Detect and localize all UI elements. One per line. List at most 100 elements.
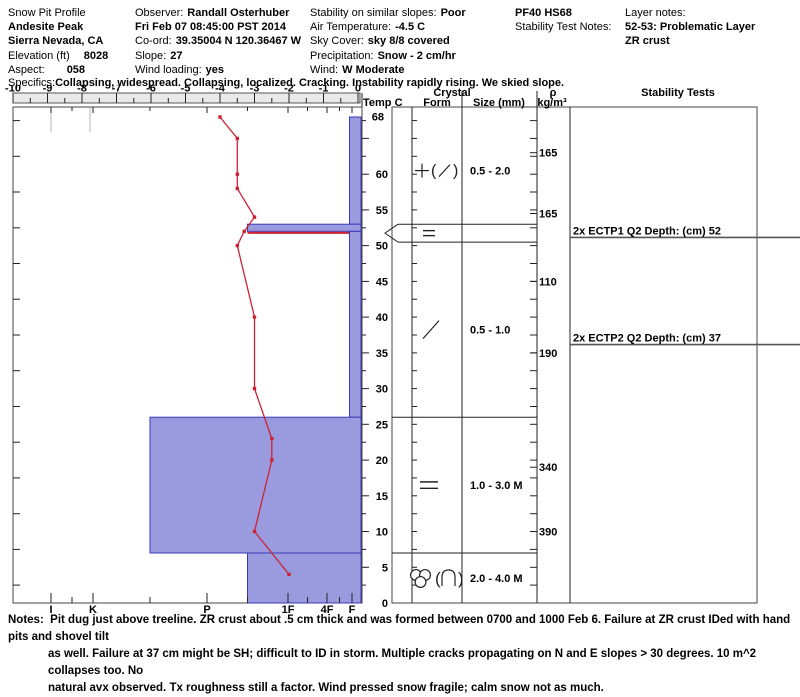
form-header: Form	[423, 97, 451, 109]
hardness-tick-label: F	[349, 604, 356, 615]
crystal-symbol-needle-icon	[422, 320, 440, 340]
temperature-point	[252, 529, 257, 534]
snow-pit-report: Snow Pit Profile Andesite Peak Sierra Ne…	[5, 6, 800, 694]
stability-slopes-value: Poor	[440, 7, 466, 19]
air-temp-value: -4.5 C	[395, 21, 426, 34]
stability-tests-header: Stability Tests	[641, 87, 715, 99]
coord-label: Co-ord:	[135, 35, 172, 48]
temp-tick-label: -1	[319, 85, 329, 95]
svg-text:): )	[453, 163, 458, 180]
svg-text:): )	[458, 569, 464, 588]
layer-note-problematic: 52-53: Problematic Layer	[625, 21, 756, 34]
temp-tick-label: -8	[77, 85, 87, 95]
site-info-column: Snow Pit Profile Andesite Peak Sierra Ne…	[8, 6, 108, 77]
temp-tick-label: -6	[146, 85, 156, 95]
temperature-point	[235, 243, 239, 248]
size-header: Size (mm)	[473, 97, 525, 109]
wind-value: W Moderate	[342, 63, 405, 76]
temp-tick-label: 0	[355, 85, 361, 95]
specifics-label: Specifics:	[8, 77, 56, 89]
wind-label: Wind:	[310, 63, 339, 76]
density-value: 340	[539, 462, 557, 474]
density-value: 190	[539, 348, 557, 360]
depth-tick-label: 55	[376, 205, 388, 217]
stability-test-notes-label: Stability Test Notes:	[515, 21, 612, 34]
temp-tick-label: -2	[284, 85, 294, 95]
depth-tick-label: 5	[382, 562, 388, 574]
temp-tick-label: -10	[5, 85, 21, 95]
density-value: 165	[539, 209, 557, 221]
temp-tick-label: -4	[215, 85, 226, 95]
stability-test-result: 2x ECTP2 Q2 Depth: (cm) 37	[573, 333, 721, 345]
coord-value: 39.35004 N 120.36467 W	[175, 35, 302, 48]
stability-tests-column: 2x ECTP1 Q2 Depth: (cm) 52 2x ECTP2 Q2 De…	[570, 225, 800, 346]
specifics-value: Collapsing, widespread. Collapsing, loca…	[55, 77, 565, 89]
notes-line-3: natural avx observed. Tx roughness still…	[48, 682, 604, 694]
layer-notes-column: Layer notes: 52-53: Problematic Layer ZR…	[625, 6, 755, 49]
crystal-symbol-plus-slash-icon: ( )	[415, 163, 458, 180]
hardness-tick-label: 1F	[282, 604, 295, 615]
depth-tick-label: 35	[376, 348, 388, 360]
notes-line-2: as well. Failure at 37 cm might be SH; d…	[48, 648, 757, 677]
report-title: Snow Pit Profile	[8, 7, 86, 19]
aspect-value: 058	[66, 63, 86, 76]
table-headers: Crystal Form Size (mm) ρ kg/m³ Stability…	[423, 87, 715, 109]
sky-cover-label: Sky Cover:	[310, 35, 364, 48]
temperature-point	[270, 436, 274, 441]
precip-label: Precipitation:	[310, 49, 374, 62]
notes-label: Notes:	[8, 614, 44, 626]
pit-codes-column: PF40 HS68 Stability Test Notes:	[515, 6, 611, 34]
precip-value: Snow - 2 cm/hr	[377, 49, 456, 62]
notes-line-1: Pit dug just above treeline. ZR crust ab…	[8, 614, 791, 643]
temperature-point	[252, 315, 257, 319]
temp-tick-label: -9	[43, 85, 53, 95]
temperature-point	[252, 386, 257, 391]
temp-tick-label: -7	[112, 85, 122, 95]
region: Sierra Nevada, CA	[8, 35, 104, 48]
stability-test-result: 2x ECTP1 Q2 Depth: (cm) 52	[573, 225, 721, 237]
hardness-tick-label: I	[49, 604, 52, 615]
temp-tick-label: -5	[181, 85, 191, 95]
density-value: 165	[539, 148, 557, 160]
hardness-axis-labels: I K P 1F 4F F	[49, 604, 355, 615]
density-header: ρ	[550, 87, 557, 99]
elevation-value: 8028	[83, 49, 109, 62]
grain-size-value: 0.5 - 2.0	[470, 166, 510, 178]
depth-tick-label: 10	[376, 527, 388, 539]
hardness-bar	[349, 116, 362, 225]
notes-section: Notes: Pit dug just above treeline. ZR c…	[8, 612, 796, 697]
observation-info-column: Observer: Randall Osterhuber Fri Feb 07 0…	[135, 6, 301, 77]
temperature-point	[235, 172, 239, 176]
depth-tick-label: 15	[376, 491, 388, 503]
hardness-tick-label: P	[203, 604, 210, 615]
hardness-bar	[247, 223, 362, 232]
elevation-label: Elevation (ft)	[8, 49, 70, 62]
layer-flag-arrow-icon	[384, 223, 399, 243]
hardness-tick-label: K	[89, 604, 97, 615]
observation-datetime: Fri Feb 07 08:45:00 PST 2014	[135, 21, 287, 34]
temperature-point	[242, 229, 246, 234]
wind-loading-value: yes	[205, 63, 225, 76]
aspect-label: Aspect:	[8, 63, 45, 76]
weather-info-column: Stability on similar slopes: Poor Air Tem…	[310, 6, 466, 77]
density-value: 110	[539, 276, 557, 288]
temp-axis-title: Temp C	[363, 97, 403, 109]
slope-value: 27	[170, 49, 183, 62]
grain-size-value: 2.0 - 4.0 M	[470, 573, 523, 585]
problematic-layer-marker	[384, 223, 537, 243]
layer-notes-label: Layer notes:	[625, 7, 686, 19]
hardness-bar	[247, 552, 362, 604]
density-value: 390	[539, 527, 557, 539]
svg-text:(: (	[435, 569, 441, 588]
depth-tick-label: 68	[372, 112, 384, 124]
density-column: 165 165 110 190 340 390	[530, 148, 557, 539]
temperature-point	[218, 115, 222, 119]
grain-size-value: 0.5 - 1.0	[470, 325, 510, 337]
crystal-symbol-crust-icon	[423, 229, 435, 237]
stability-slopes-label: Stability on similar slopes:	[310, 7, 437, 19]
svg-text:(: (	[431, 163, 437, 180]
depth-tick-label: 0	[382, 598, 388, 610]
temp-scale-ruler: -10 -9 -8 -7 -6 -5 -4 -3 -2 -1 0	[5, 85, 361, 104]
